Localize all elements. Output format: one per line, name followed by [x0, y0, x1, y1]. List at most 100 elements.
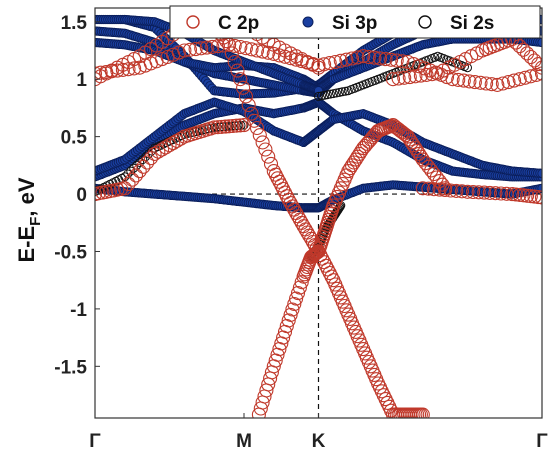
point-c-2p [255, 135, 270, 150]
point-c-2p [188, 42, 203, 57]
point-c-2p [389, 53, 404, 68]
point-si-2s [239, 120, 249, 130]
point-c-2p [177, 43, 192, 58]
y-tick-label: -0.5 [54, 242, 87, 263]
point-si-2s [224, 121, 234, 131]
point-c-2p [350, 50, 365, 65]
point-c-2p [367, 50, 382, 65]
legend-label-si3p: Si 3p [332, 13, 377, 34]
point-c-2p [395, 54, 410, 69]
point-c-2p [322, 265, 337, 281]
point-c-2p [238, 89, 253, 104]
point-c-2p [495, 76, 510, 91]
y-tick-label: -1.5 [54, 357, 87, 378]
point-c-2p [125, 172, 140, 187]
point-c-2p [471, 185, 486, 200]
point-c-2p [205, 39, 220, 54]
point-c-2p [236, 118, 252, 133]
point-si-2s [138, 155, 148, 165]
point-c-2p [218, 119, 233, 134]
point-c-2p [534, 60, 542, 75]
point-c-2p [490, 77, 505, 92]
point-c-2p [233, 72, 248, 87]
point-c-2p [115, 62, 130, 77]
point-si-2s [317, 91, 326, 101]
point-c-2p [523, 69, 538, 84]
point-c-2p [456, 73, 471, 88]
point-c-2p [397, 126, 412, 141]
point-c-2p [171, 45, 186, 60]
point-c-2p [151, 144, 166, 159]
y-axis-label-main: E-E [14, 226, 39, 263]
band-si-3p-0 [95, 180, 542, 213]
point-c-2p [415, 152, 430, 167]
point-c-2p [527, 53, 542, 68]
y-tick-label: 0.5 [61, 128, 88, 149]
point-si-2s [325, 89, 335, 99]
band-si-3p-6 [120, 14, 324, 96]
point-c-2p [95, 65, 108, 80]
plot-frame [94, 7, 543, 419]
point-si-2s [340, 86, 350, 96]
point-c-2p [397, 70, 412, 85]
legend-box [169, 5, 541, 39]
legend-label-c2p: C 2p [218, 13, 259, 34]
point-c-2p [229, 118, 244, 133]
point-c-2p [354, 143, 369, 159]
point-c-2p [520, 188, 535, 203]
point-c-2p [227, 54, 242, 70]
point-c-2p [95, 72, 103, 87]
point-c-2p [244, 106, 259, 121]
point-si-2s [336, 201, 346, 210]
y-axis-label-subscript: F [27, 217, 44, 226]
point-si-2s [322, 90, 332, 100]
point-c-2p [290, 286, 306, 301]
point-c-2p [236, 80, 251, 95]
legend-marker-c2p [186, 15, 200, 29]
point-c-2p [207, 120, 222, 135]
point-si-2s [337, 87, 347, 97]
point-c-2p [421, 159, 436, 174]
point-c-2p [233, 118, 248, 133]
band-c-2p-2 [95, 118, 252, 202]
point-c-2p [252, 128, 267, 143]
point-c-2p [508, 187, 523, 202]
point-c-2p [488, 186, 503, 201]
point-c-2p [512, 187, 527, 202]
point-c-2p [272, 174, 287, 189]
point-c-2p [438, 182, 453, 198]
y-tick-label: 0 [76, 185, 87, 206]
point-c-2p [531, 190, 542, 205]
point-c-2p [372, 51, 388, 66]
point-c-2p [95, 66, 103, 81]
point-c-2p [387, 119, 402, 134]
point-c-2p [432, 182, 447, 197]
point-c-2p [324, 269, 339, 284]
point-c-2p [166, 136, 181, 151]
x-tick-label: Γ [89, 431, 101, 452]
point-c-2p [238, 41, 253, 56]
point-c-2p [529, 67, 542, 82]
point-c-2p [534, 190, 542, 205]
point-c-2p [415, 181, 430, 196]
point-c-2p [194, 41, 209, 56]
point-si-2s [95, 187, 100, 197]
point-c-2p [339, 52, 354, 67]
point-c-2p [413, 68, 428, 83]
point-c-2p [520, 46, 535, 61]
point-c-2p [534, 66, 542, 81]
point-c-2p [210, 120, 225, 135]
x-tick-label: M [236, 431, 252, 452]
point-c-2p [367, 128, 382, 143]
band-c-2p-5 [385, 31, 542, 87]
point-c-2p [136, 159, 151, 174]
point-c-2p [466, 184, 481, 200]
point-c-2p [361, 49, 376, 65]
point-c-2p [344, 51, 360, 66]
legend-marker-si2s [418, 15, 432, 29]
point-c-2p [247, 113, 262, 128]
point-c-2p [482, 185, 497, 200]
point-c-2p [225, 118, 240, 134]
point-c-2p [261, 149, 276, 164]
point-c-2p [479, 76, 494, 91]
